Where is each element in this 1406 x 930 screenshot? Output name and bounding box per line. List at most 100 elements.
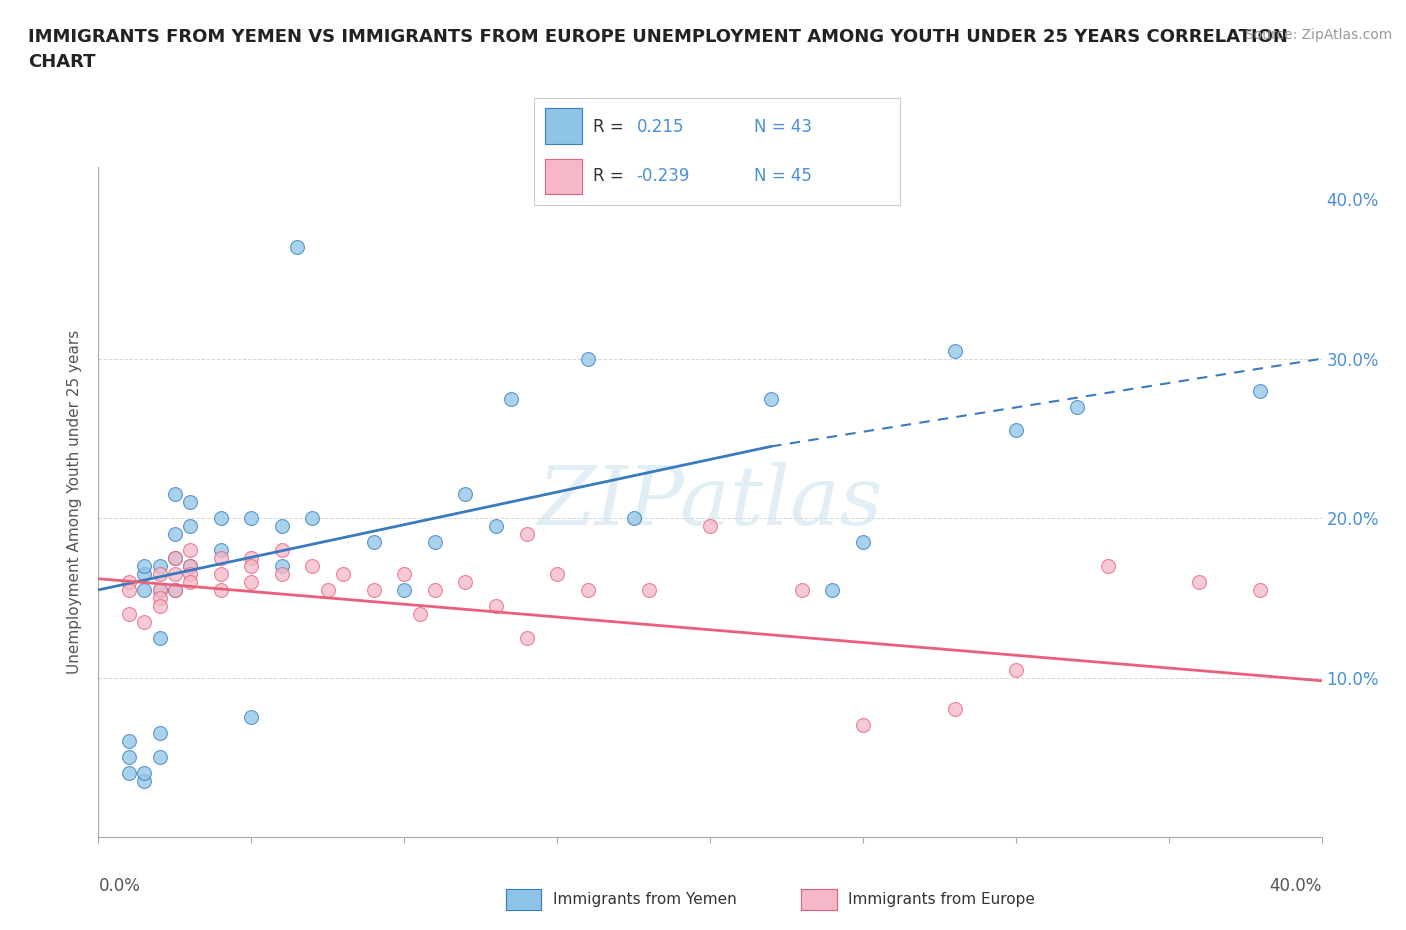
Point	[821, 582, 844, 597]
Point	[179, 519, 201, 534]
Text: IMMIGRANTS FROM YEMEN VS IMMIGRANTS FROM EUROPE UNEMPLOYMENT AMONG YOUTH UNDER 2: IMMIGRANTS FROM YEMEN VS IMMIGRANTS FROM…	[28, 28, 1288, 71]
Point	[392, 566, 416, 581]
Text: R =: R =	[593, 117, 628, 136]
Text: 0.215: 0.215	[637, 117, 685, 136]
Point	[332, 566, 354, 581]
Point	[209, 542, 232, 557]
Point	[270, 559, 292, 574]
Point	[423, 582, 446, 597]
Point	[149, 559, 172, 574]
Point	[285, 240, 308, 255]
Point	[149, 598, 172, 613]
Point	[270, 542, 292, 557]
Point	[149, 631, 172, 645]
Point	[852, 718, 875, 733]
Point	[118, 734, 141, 749]
Point	[576, 582, 599, 597]
Point	[149, 582, 172, 597]
Point	[423, 535, 446, 550]
Point	[240, 575, 263, 590]
Point	[1004, 423, 1026, 438]
Point	[163, 551, 186, 565]
Point	[637, 582, 661, 597]
Point	[516, 631, 538, 645]
Point	[209, 582, 232, 597]
Point	[163, 551, 186, 565]
Point	[163, 582, 186, 597]
Point	[179, 495, 201, 510]
Point	[149, 750, 172, 764]
Point	[516, 526, 538, 541]
Point	[134, 566, 156, 581]
Point	[576, 352, 599, 366]
Point	[454, 486, 477, 501]
Point	[149, 566, 172, 581]
Point	[454, 575, 477, 590]
Point	[209, 551, 232, 565]
Point	[179, 559, 201, 574]
Point	[1066, 399, 1088, 414]
Text: N = 43: N = 43	[754, 117, 811, 136]
Point	[118, 765, 141, 780]
Point	[623, 511, 645, 525]
Point	[485, 519, 508, 534]
Bar	[546, 159, 582, 194]
Point	[240, 551, 263, 565]
Point	[1188, 575, 1211, 590]
Point	[163, 526, 186, 541]
Point	[1249, 582, 1271, 597]
Point	[301, 559, 323, 574]
Point	[240, 559, 263, 574]
Text: -0.239: -0.239	[637, 166, 690, 185]
Point	[179, 575, 201, 590]
Point	[118, 606, 141, 621]
Point	[134, 765, 156, 780]
Point	[316, 582, 339, 597]
Point	[118, 750, 141, 764]
Point	[149, 582, 172, 597]
Point	[1249, 383, 1271, 398]
Point	[699, 519, 721, 534]
Point	[1004, 662, 1026, 677]
Point	[408, 606, 430, 621]
Point	[149, 591, 172, 605]
Point	[149, 726, 172, 741]
Point	[501, 392, 523, 406]
Point	[163, 566, 186, 581]
Point	[134, 774, 156, 789]
Point	[943, 343, 966, 358]
Point	[485, 598, 508, 613]
Text: N = 45: N = 45	[754, 166, 811, 185]
Point	[943, 702, 966, 717]
Point	[118, 582, 141, 597]
Point	[179, 542, 201, 557]
Point	[209, 566, 232, 581]
Point	[240, 710, 263, 724]
Text: Source: ZipAtlas.com: Source: ZipAtlas.com	[1244, 28, 1392, 42]
Text: Immigrants from Yemen: Immigrants from Yemen	[553, 892, 737, 907]
Point	[363, 582, 385, 597]
Text: R =: R =	[593, 166, 628, 185]
Point	[134, 615, 156, 630]
Point	[179, 559, 201, 574]
Bar	[546, 109, 582, 143]
Point	[134, 559, 156, 574]
Text: ZIPatlas: ZIPatlas	[537, 462, 883, 542]
Point	[392, 582, 416, 597]
Text: Immigrants from Europe: Immigrants from Europe	[848, 892, 1035, 907]
Point	[852, 535, 875, 550]
Point	[179, 566, 201, 581]
Text: 0.0%: 0.0%	[98, 877, 141, 896]
Y-axis label: Unemployment Among Youth under 25 years: Unemployment Among Youth under 25 years	[67, 330, 83, 674]
Text: 40.0%: 40.0%	[1270, 877, 1322, 896]
Point	[118, 575, 141, 590]
Point	[163, 582, 186, 597]
Point	[163, 486, 186, 501]
Point	[270, 519, 292, 534]
Point	[759, 392, 782, 406]
Point	[1097, 559, 1119, 574]
Point	[301, 511, 323, 525]
Point	[790, 582, 813, 597]
Point	[134, 582, 156, 597]
Point	[240, 511, 263, 525]
